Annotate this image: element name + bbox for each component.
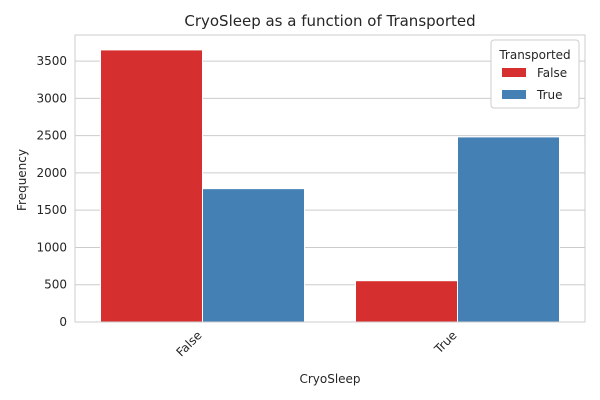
bar-true-true — [457, 136, 560, 323]
bar-false-true — [355, 280, 458, 323]
bar-true-false — [202, 188, 305, 323]
y-tick-label: 2500 — [36, 129, 67, 143]
legend: Transported False True — [490, 39, 580, 109]
x-tick-label: True — [431, 328, 460, 357]
y-tick-label: 0 — [59, 315, 67, 329]
y-tick-labels: 0 500 1000 1500 2000 2500 3000 3500 — [36, 54, 67, 329]
y-axis-label: Frequency — [15, 149, 29, 211]
x-axis-label: CryoSleep — [299, 372, 360, 386]
y-tick-label: 1000 — [36, 240, 67, 254]
legend-swatch — [502, 90, 526, 99]
legend-label: True — [536, 88, 563, 102]
y-tick-label: 500 — [44, 278, 67, 292]
x-tick-label: False — [173, 328, 204, 359]
plot-frame — [74, 34, 586, 323]
bars — [100, 49, 560, 323]
y-tick-label: 1500 — [36, 203, 67, 217]
y-tick-label: 3500 — [36, 54, 67, 68]
legend-swatch — [502, 68, 526, 77]
bar-false-false — [100, 49, 203, 323]
legend-entries: False True — [502, 66, 567, 102]
legend-title: Transported — [498, 48, 570, 62]
x-tick-labels: False True — [173, 328, 459, 359]
chart-title: CryoSleep as a function of Transported — [184, 12, 475, 30]
legend-label: False — [537, 66, 567, 80]
y-tick-label: 3000 — [36, 91, 67, 105]
y-tick-label: 2000 — [36, 166, 67, 180]
